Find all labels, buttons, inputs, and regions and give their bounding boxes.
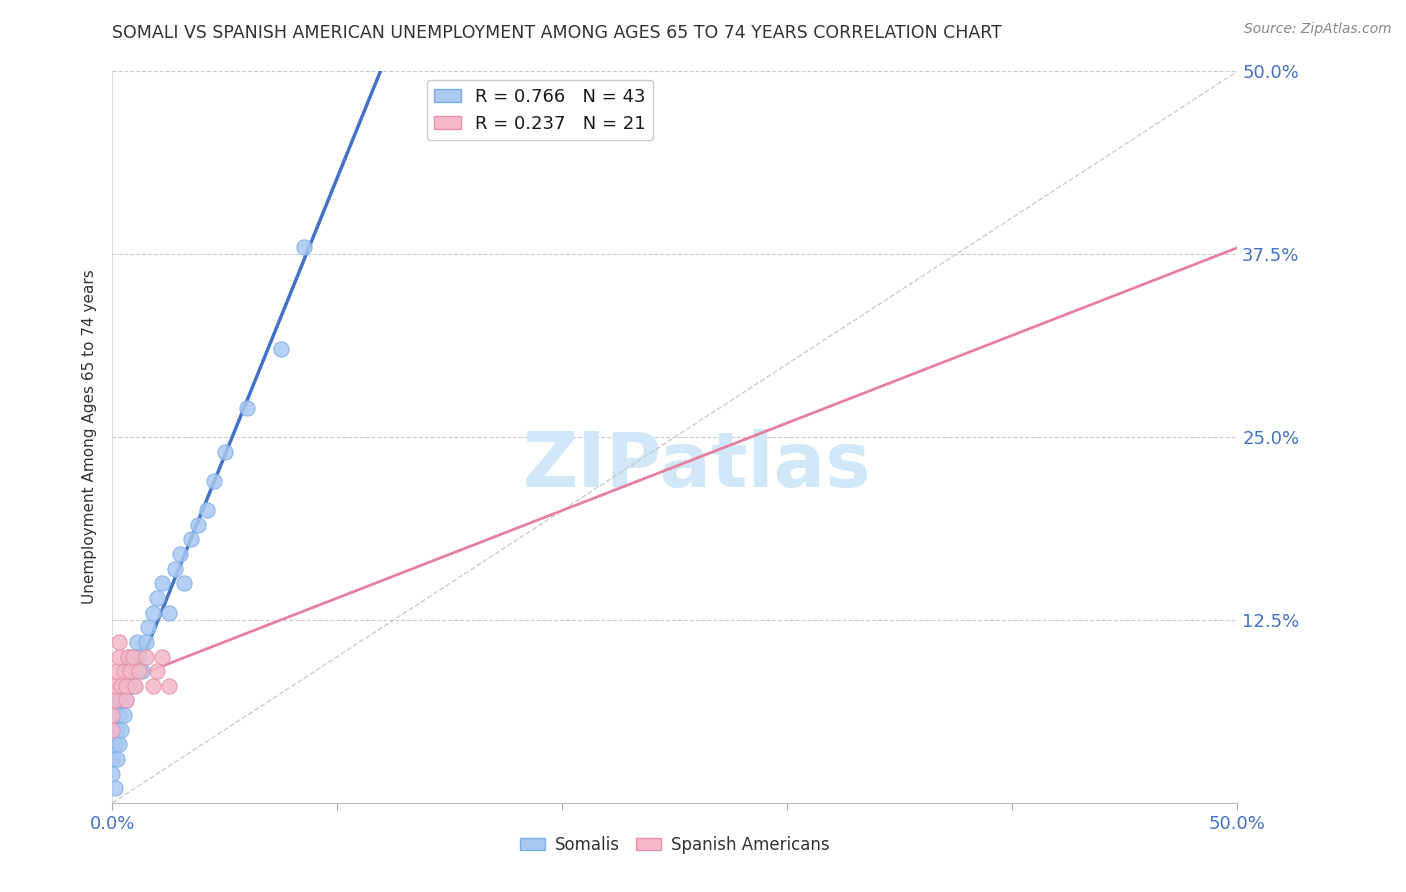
Somalis	[138, 620, 160, 634]
Spanish Americans	[128, 664, 150, 678]
Spanish Americans	[110, 679, 132, 693]
Somalis	[115, 693, 138, 707]
Somalis	[150, 576, 173, 591]
Y-axis label: Unemployment Among Ages 65 to 74 years: Unemployment Among Ages 65 to 74 years	[82, 269, 97, 605]
Somalis	[110, 723, 132, 737]
Somalis	[121, 679, 143, 693]
Somalis	[108, 708, 131, 723]
Somalis	[127, 635, 149, 649]
Spanish Americans	[150, 649, 173, 664]
Somalis	[117, 649, 139, 664]
Spanish Americans	[104, 693, 127, 707]
Somalis	[101, 766, 124, 780]
Somalis	[169, 547, 191, 561]
Somalis	[195, 503, 218, 517]
Text: Source: ZipAtlas.com: Source: ZipAtlas.com	[1244, 22, 1392, 37]
Spanish Americans	[112, 664, 135, 678]
Legend: Somalis, Spanish Americans: Somalis, Spanish Americans	[513, 829, 837, 860]
Spanish Americans	[115, 693, 138, 707]
Somalis	[124, 664, 146, 678]
Somalis	[142, 606, 165, 620]
Spanish Americans	[124, 679, 146, 693]
Somalis	[117, 679, 139, 693]
Somalis	[131, 664, 153, 678]
Somalis	[120, 649, 142, 664]
Somalis	[165, 562, 187, 576]
Somalis	[146, 591, 169, 605]
Spanish Americans	[135, 649, 157, 664]
Somalis	[112, 693, 135, 707]
Somalis	[104, 781, 127, 796]
Somalis	[135, 635, 157, 649]
Spanish Americans	[157, 679, 180, 693]
Spanish Americans	[117, 649, 139, 664]
Text: ZIPatlas: ZIPatlas	[523, 429, 872, 503]
Somalis	[124, 649, 146, 664]
Spanish Americans	[115, 679, 138, 693]
Spanish Americans	[101, 723, 124, 737]
Somalis	[120, 664, 142, 678]
Spanish Americans	[104, 679, 127, 693]
Somalis	[187, 517, 209, 532]
Spanish Americans	[142, 679, 165, 693]
Somalis	[104, 737, 127, 751]
Somalis	[108, 737, 131, 751]
Somalis	[115, 664, 138, 678]
Somalis	[128, 649, 150, 664]
Somalis	[173, 576, 195, 591]
Spanish Americans	[120, 664, 142, 678]
Somalis	[292, 240, 315, 254]
Somalis	[236, 401, 259, 415]
Somalis	[157, 606, 180, 620]
Somalis	[180, 533, 202, 547]
Text: SOMALI VS SPANISH AMERICAN UNEMPLOYMENT AMONG AGES 65 TO 74 YEARS CORRELATION CH: SOMALI VS SPANISH AMERICAN UNEMPLOYMENT …	[112, 24, 1002, 42]
Somalis	[214, 444, 236, 458]
Somalis	[112, 679, 135, 693]
Spanish Americans	[105, 664, 128, 678]
Somalis	[108, 693, 131, 707]
Somalis	[105, 752, 128, 766]
Somalis	[270, 343, 292, 357]
Spanish Americans	[101, 708, 124, 723]
Somalis	[101, 752, 124, 766]
Somalis	[202, 474, 225, 488]
Spanish Americans	[146, 664, 169, 678]
Somalis	[110, 693, 132, 707]
Spanish Americans	[108, 649, 131, 664]
Spanish Americans	[108, 635, 131, 649]
Spanish Americans	[121, 649, 143, 664]
Somalis	[105, 723, 128, 737]
Somalis	[112, 708, 135, 723]
